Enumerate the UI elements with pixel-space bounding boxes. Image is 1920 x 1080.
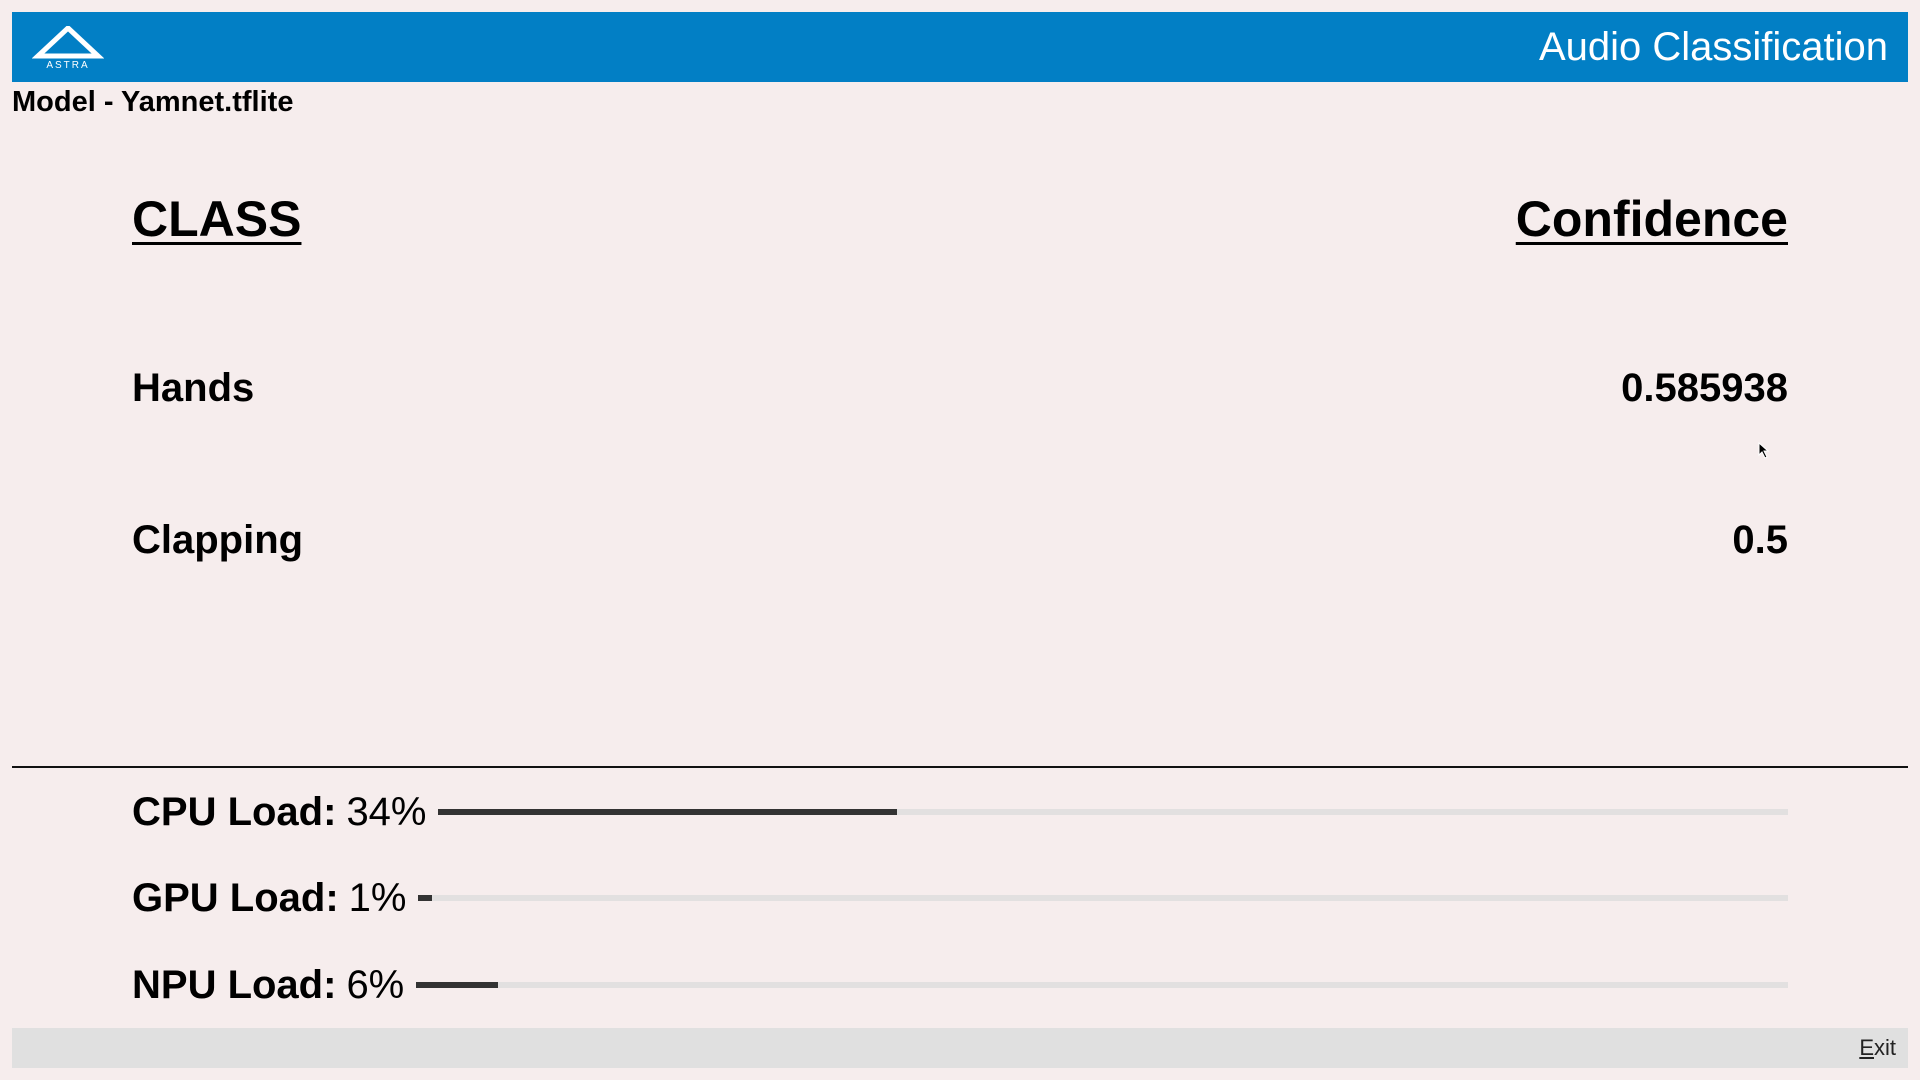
cpu-load-label: CPU Load: <box>132 789 337 834</box>
app-title: Audio Classification <box>1538 25 1888 69</box>
npu-load-fill <box>416 982 499 988</box>
confidence-column-header: Confidence <box>1515 191 1788 247</box>
confidence-value: 0.585938 <box>1621 366 1788 410</box>
header-bar: ASTRA Audio Classification <box>12 12 1908 82</box>
gpu-load-label: GPU Load: <box>132 875 339 920</box>
gpu-load-fill <box>418 895 432 901</box>
gpu-load: GPU Load: 1% <box>132 873 406 923</box>
npu-load-bar <box>416 982 1788 988</box>
npu-load: NPU Load: 6% <box>132 960 404 1010</box>
divider <box>12 766 1908 768</box>
confidence-value: 0.5 <box>1732 518 1788 562</box>
model-label: Model - Yamnet.tflite <box>12 86 294 118</box>
gpu-load-bar <box>418 895 1788 901</box>
class-name: Hands <box>132 366 255 410</box>
class-name: Clapping <box>132 518 304 562</box>
mouse-cursor-icon <box>1758 442 1770 459</box>
npu-load-value: 6% <box>346 962 405 1007</box>
gpu-load-value: 1% <box>348 875 407 920</box>
svg-text:ASTRA: ASTRA <box>46 60 89 70</box>
astra-logo: ASTRA <box>32 26 104 70</box>
npu-load-label: NPU Load: <box>132 962 337 1007</box>
cpu-load: CPU Load: 34% <box>132 787 427 837</box>
class-column-header: CLASS <box>132 191 302 247</box>
cpu-load-bar <box>438 809 1788 815</box>
cpu-load-fill <box>438 809 897 815</box>
exit-button[interactable]: Exit <box>1859 1035 1896 1060</box>
cpu-load-value: 34% <box>346 789 427 834</box>
bottom-bar: Exit <box>12 1028 1908 1068</box>
